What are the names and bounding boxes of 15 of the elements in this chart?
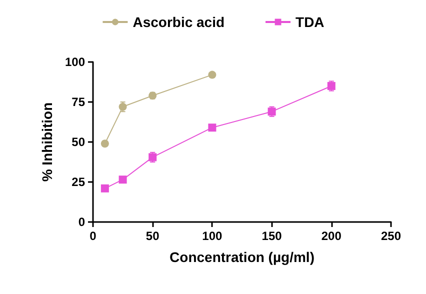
y-tick-label: 100 xyxy=(64,55,86,69)
x-tick-label: 0 xyxy=(90,229,97,243)
x-tick-label: 50 xyxy=(146,229,160,243)
x-tick-label: 200 xyxy=(321,229,342,243)
y-axis-title: % Inhibition xyxy=(39,102,56,182)
legend-label: Ascorbic acid xyxy=(132,14,225,30)
x-tick-label: 150 xyxy=(262,229,282,243)
y-tick-label: 25 xyxy=(72,175,86,189)
y-tick-label: 50 xyxy=(72,135,86,149)
y-tick-label: 0 xyxy=(78,215,86,229)
legend-label: TDA xyxy=(296,14,324,30)
x-tick-label: 100 xyxy=(202,229,223,243)
x-axis-title: Concentration (µg/ml) xyxy=(170,249,314,265)
y-tick-label: 75 xyxy=(72,95,86,109)
x-tick-label: 250 xyxy=(380,229,402,243)
